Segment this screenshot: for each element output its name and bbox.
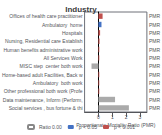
svg-text:PMR: PMR [149, 22, 161, 28]
svg-text:PMR: PMR [149, 97, 161, 103]
svg-text:2: 2 [125, 114, 128, 120]
svg-text:Industry: Industry [65, 5, 97, 14]
svg-text:PMR: PMR [149, 30, 161, 36]
svg-text:Nursing, Residential care Esta: Nursing, Residential care Establish [5, 38, 83, 44]
svg-text:PMR: PMR [149, 105, 161, 111]
svg-text:Ambulatory both work: Ambulatory both work [33, 80, 83, 86]
svg-text:PMR: PMR [149, 63, 161, 69]
svg-text:Ambulatory home: Ambulatory home [42, 22, 83, 28]
svg-text:PMR: PMR [149, 80, 161, 86]
svg-text:MISC step center both work: MISC step center both work [19, 63, 83, 69]
svg-text:3: 3 [139, 114, 142, 120]
svg-text:Hospitals: Hospitals [62, 30, 83, 36]
svg-text:Offices of health care practit: Offices of health care practitioner [9, 13, 83, 19]
svg-text:p < 0.001: p < 0.001 [114, 124, 135, 130]
svg-text:0: 0 [97, 114, 100, 120]
svg-text:PMR: PMR [149, 13, 161, 19]
svg-text:Social services , bus fortune: Social services , bus fortune & thi [9, 105, 83, 111]
svg-text:Home-based adult Facilities, B: Home-based adult Facilities, Back w [2, 72, 83, 78]
svg-text:Other professional both work (: Other professional both work (Profe [4, 88, 83, 94]
svg-text:p < 0.05: p < 0.05 [79, 124, 97, 130]
svg-text:PMR: PMR [149, 55, 161, 61]
svg-text:PMR: PMR [149, 47, 161, 53]
svg-text:PMR: PMR [149, 72, 161, 78]
svg-text:PMR: PMR [149, 38, 161, 44]
svg-text:Data maintenance, Inform (Perf: Data maintenance, Inform (Perform, [3, 97, 83, 103]
svg-text:Human benefits administrative: Human benefits administrative work [3, 47, 83, 53]
svg-text:1: 1 [111, 114, 114, 120]
svg-text:PMR: PMR [149, 88, 161, 94]
svg-text:Ratio 0.00: Ratio 0.00 [39, 124, 62, 130]
svg-text:All Services Work: All Services Work [43, 55, 83, 61]
